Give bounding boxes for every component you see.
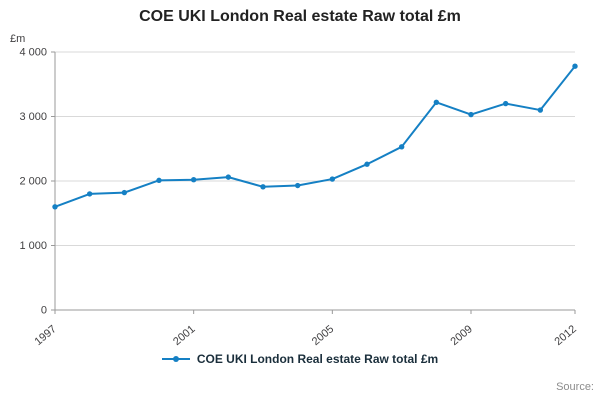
data-point [294,182,301,189]
data-point [398,144,405,150]
data-point [225,174,232,180]
data-point [86,191,93,197]
data-line [54,65,576,208]
y-tick-label: 3 000 [19,111,47,123]
data-point [433,99,440,106]
y-axis-unit-label: £m [10,33,25,45]
y-tick-label: 1 000 [19,240,47,252]
data-point [468,111,474,118]
data-point [502,100,509,107]
legend-dot [172,356,179,362]
data-point [572,63,578,69]
y-tick-label: 2 000 [19,176,47,188]
y-tick-label: 0 [41,305,47,317]
y-tick-label: 4 000 [19,47,47,59]
legend-marker-icon [161,356,190,362]
x-tick-label: 1997 [32,323,58,348]
x-tick-label: 2005 [310,323,336,348]
source-label: Source: [556,381,594,393]
data-point [329,176,336,182]
data-point [121,189,128,196]
data-point [156,177,162,184]
data-point [190,177,197,183]
x-tick-label: 2012 [552,323,578,348]
chart-svg: £m 0 1 000 2 000 3 000 4 000 1997 2001 2005 2009 2… [10,33,579,348]
chart-title: COE UKI London Real estate Raw total £m [139,8,461,25]
x-tick-label: 2009 [448,323,474,348]
legend-label: COE UKI London Real estate Raw total £m [196,352,439,366]
data-point [260,184,266,190]
data-point [364,161,370,167]
data-point [52,204,58,210]
data-point [537,107,544,113]
chart-legend: COE UKI London Real estate Raw total £m [0,352,600,366]
x-tick-label: 2001 [171,323,197,348]
